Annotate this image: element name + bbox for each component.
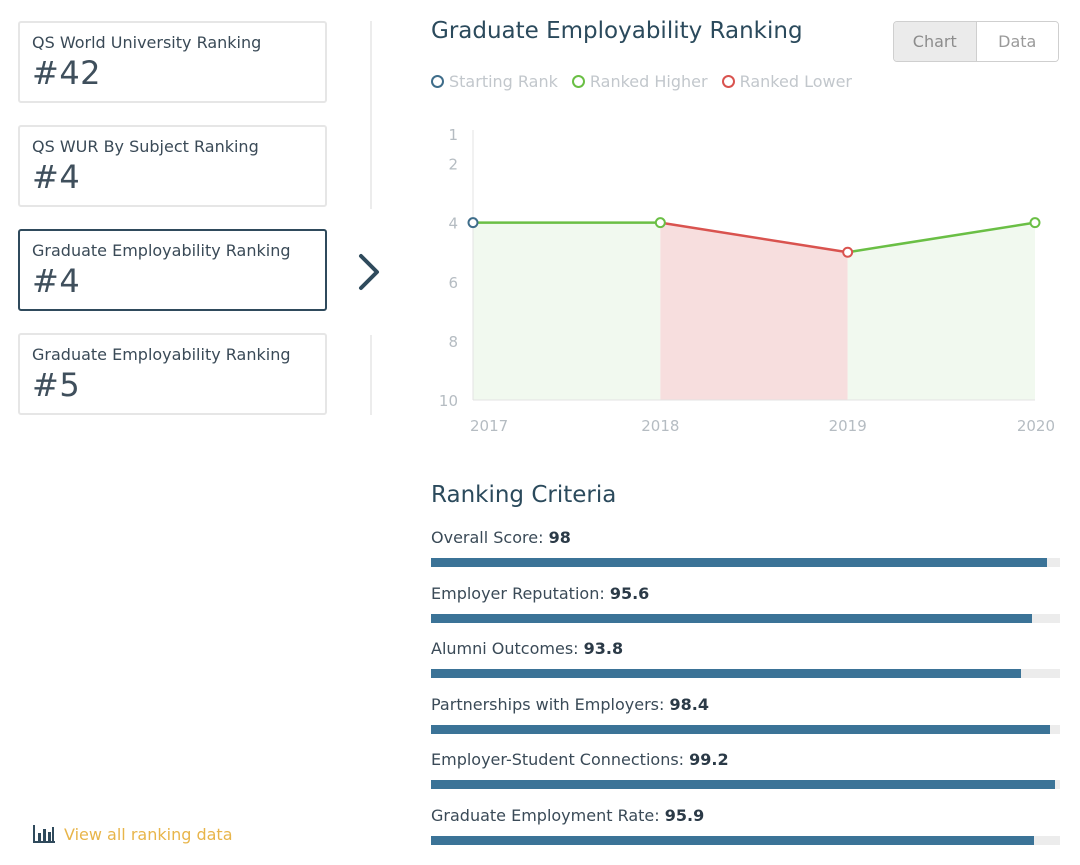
view-all-ranking-link[interactable]: View all ranking data: [32, 824, 233, 844]
bar-chart-icon: [33, 825, 55, 843]
criteria-bar-fill: [431, 836, 1035, 845]
chart-data-point: [654, 217, 666, 229]
criteria-value: 93.8: [583, 639, 624, 658]
criteria-text: Graduate Employment Rate: 95.9: [431, 806, 1060, 828]
chart-tab-button[interactable]: Chart: [894, 22, 977, 61]
y-tick-label: 8: [448, 333, 458, 351]
x-tick-label: 2018: [641, 417, 679, 435]
data-tab-button[interactable]: Data: [976, 22, 1058, 61]
chart-area-fill: [660, 222, 848, 400]
legend-ranked-higher[interactable]: Ranked Higher: [571, 72, 708, 91]
ranking-card-graduate-employability-active[interactable]: Graduate Employability Ranking #4: [18, 229, 327, 311]
legend-dot-icon: [571, 75, 585, 88]
criteria-label: Graduate Employment Rate:: [431, 806, 660, 825]
y-tick-label: 6: [448, 274, 458, 292]
criteria-text: Employer-Student Connections: 99.2: [431, 750, 1060, 772]
criteria-value: 98.4: [669, 695, 709, 714]
card-label: QS WUR By Subject Ranking: [32, 137, 259, 156]
y-tick-label: 2: [448, 156, 458, 174]
criteria-row: Alumni Outcomes: 93.8: [431, 639, 1060, 678]
card-label: Graduate Employability Ranking: [32, 345, 291, 364]
ranking-card-qs-world[interactable]: QS World University Ranking #42: [18, 21, 327, 103]
card-label: QS World University Ranking: [32, 33, 262, 52]
criteria-bar-track: [431, 669, 1060, 678]
criteria-label: Employer Reputation:: [431, 584, 605, 603]
chart-series-line: [847, 221, 1036, 254]
page-title: Graduate Employability Ranking: [431, 18, 803, 44]
view-toggle: Chart Data: [893, 21, 1059, 62]
chart-legend: Starting Rank Ranked Higher Ranked Lower: [431, 72, 852, 91]
criteria-bar-fill: [431, 780, 1055, 789]
legend-ranked-lower[interactable]: Ranked Lower: [721, 72, 852, 91]
chart-area-fill: [847, 222, 1035, 400]
criteria-bar-track: [431, 558, 1060, 567]
legend-label: Ranked Lower: [739, 72, 852, 91]
criteria-value: 99.2: [689, 750, 729, 769]
ranking-card-graduate-employability[interactable]: Graduate Employability Ranking #5: [18, 333, 327, 415]
criteria-bar-track: [431, 836, 1060, 845]
legend-dot-icon: [721, 75, 735, 88]
legend-dot-icon: [431, 75, 444, 88]
chart-data-point: [1029, 217, 1041, 229]
y-tick-label: 1: [448, 126, 458, 144]
criteria-text: Employer Reputation: 95.6: [431, 584, 1060, 606]
criteria-bar-fill: [431, 614, 1033, 623]
criteria-value: 95.9: [664, 806, 705, 825]
card-value: #5: [32, 366, 81, 404]
criteria-text: Overall Score: 98: [431, 528, 1060, 550]
criteria-bar-track: [431, 780, 1060, 789]
x-tick-label: 2019: [829, 417, 867, 435]
card-value: #4: [32, 158, 81, 196]
criteria-row: Employer Reputation: 95.6: [431, 584, 1060, 623]
chart-area-fill: [473, 222, 661, 400]
view-all-label: View all ranking data: [64, 824, 233, 844]
criteria-label: Partnerships with Employers:: [431, 695, 665, 714]
criteria-value: 98: [548, 528, 571, 547]
criteria-label: Employer-Student Connections:: [431, 750, 685, 769]
x-tick-label: 2017: [470, 417, 508, 435]
ranking-card-qs-subject[interactable]: QS WUR By Subject Ranking #4: [18, 125, 327, 207]
legend-starting-rank[interactable]: Starting Rank: [431, 72, 558, 91]
criteria-text: Alumni Outcomes: 93.8: [431, 639, 1060, 661]
criteria-bar-fill: [431, 725, 1050, 734]
legend-label: Ranked Higher: [589, 72, 708, 91]
chart-series-line: [660, 221, 848, 254]
criteria-row: Overall Score: 98: [431, 528, 1060, 567]
criteria-row: Employer-Student Connections: 99.2: [431, 750, 1060, 789]
y-tick-label: 10: [439, 392, 458, 410]
legend-label: Starting Rank: [449, 72, 558, 91]
criteria-text: Partnerships with Employers: 98.4: [431, 695, 1060, 717]
criteria-title: Ranking Criteria: [431, 482, 617, 508]
card-value: #4: [32, 262, 81, 300]
chart-data-point: [467, 217, 479, 229]
criteria-bar-track: [431, 725, 1060, 734]
criteria-label: Overall Score:: [431, 528, 544, 547]
criteria-bar-fill: [431, 558, 1048, 567]
x-tick-label: 2020: [1017, 417, 1055, 435]
y-tick-label: 4: [448, 215, 458, 233]
criteria-bar-fill: [431, 669, 1021, 678]
criteria-value: 95.6: [609, 584, 650, 603]
chart-data-point: [842, 246, 854, 258]
criteria-row: Partnerships with Employers: 98.4: [431, 695, 1060, 734]
chevron-right-icon: [359, 254, 379, 290]
ranking-line-chart: 1 2 4 6 8 10 2017 2018 2019 2020: [439, 126, 1055, 435]
card-value: #42: [32, 54, 102, 92]
card-label: Graduate Employability Ranking: [32, 241, 291, 260]
divider-line: [370, 335, 372, 415]
criteria-label: Alumni Outcomes:: [431, 639, 579, 658]
criteria-bar-track: [431, 614, 1060, 623]
criteria-row: Graduate Employment Rate: 95.9: [431, 806, 1060, 845]
divider-line: [370, 21, 372, 209]
